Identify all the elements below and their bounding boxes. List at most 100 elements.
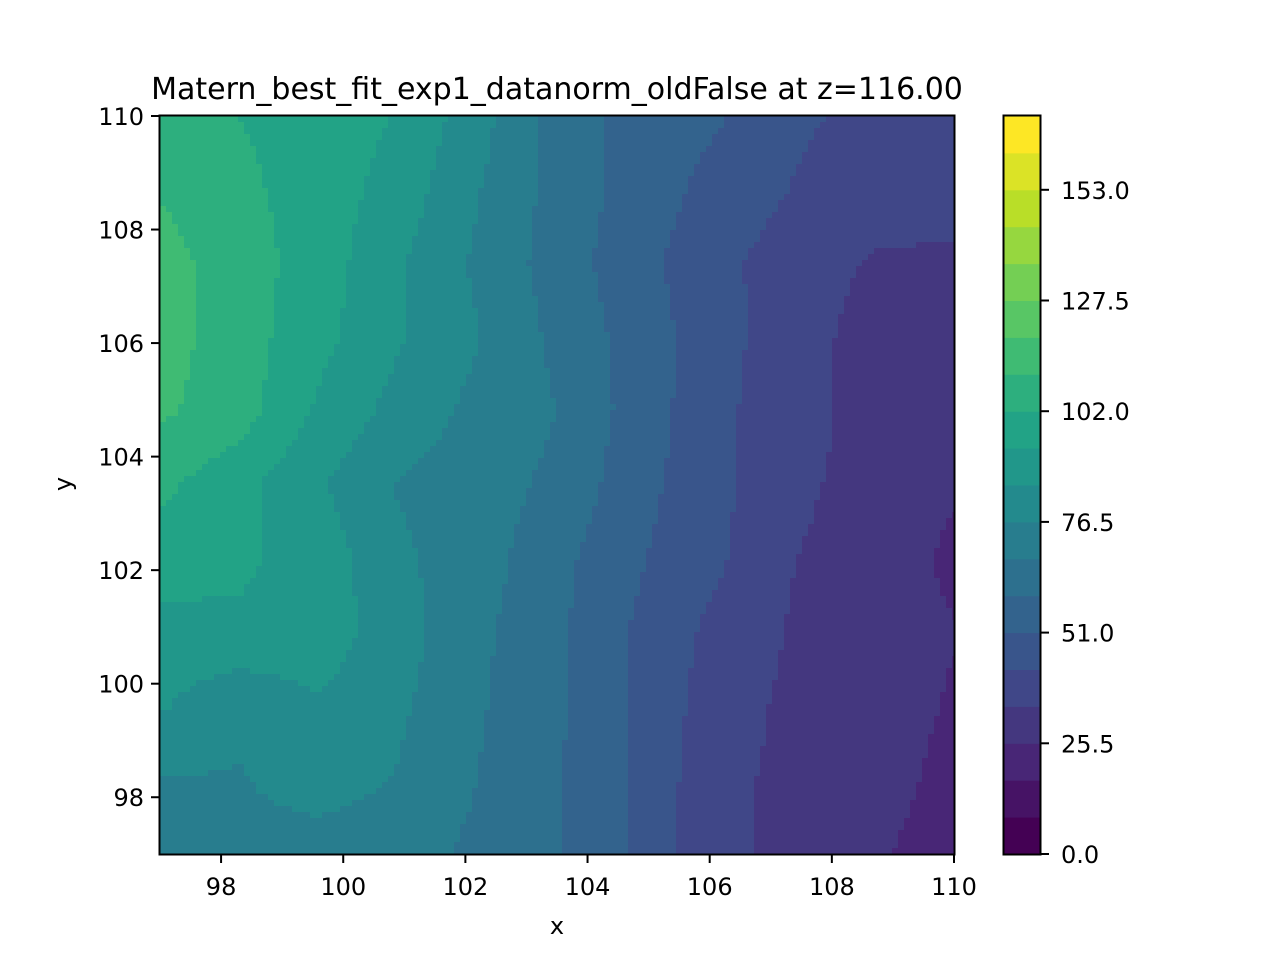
contour-band-cell (640, 584, 719, 591)
contour-band-cell (418, 230, 473, 237)
contour-band-cell (928, 752, 955, 759)
contour-band-cell (490, 146, 539, 153)
contour-band-cell (268, 338, 341, 345)
contour-band-cell (598, 278, 665, 285)
contour-band-cell (430, 446, 545, 453)
contour-band-cell (514, 542, 581, 549)
contour-band-cell (406, 524, 515, 531)
contour-band-cell (682, 746, 761, 753)
contour-band-cell (850, 290, 955, 297)
contour-band-cell (604, 464, 665, 471)
contour-band-cell (190, 368, 269, 375)
contour-band-cell (682, 740, 767, 747)
contour-band-cell (160, 134, 251, 141)
contour-band-cell (676, 320, 749, 327)
contour-band-cell (160, 776, 251, 783)
contour-band-cell (418, 662, 491, 669)
contour-band-cell (538, 170, 605, 177)
contour-band-cell (160, 656, 347, 663)
contour-band-cell (262, 560, 353, 567)
contour-band-cell (904, 818, 955, 825)
contour-band-cell (766, 734, 929, 741)
contour-band-cell (688, 674, 779, 681)
colorbar-tick-label: 127.5 (1061, 288, 1130, 316)
contour-band-cell (346, 260, 407, 267)
contour-band-cell (196, 344, 269, 351)
contour-band-cell (598, 488, 665, 495)
contour-band-cell (196, 680, 299, 687)
contour-band-cell (160, 470, 197, 477)
contour-band-cell (160, 320, 197, 327)
contour-band-cell (844, 296, 955, 303)
contour-band-cell (274, 242, 353, 249)
contour-band-cell (196, 332, 275, 339)
contour-band-cell (892, 848, 955, 855)
contour-band-cell (832, 440, 955, 447)
contour-band-cell (418, 458, 539, 465)
contour-band-cell (532, 470, 605, 477)
contour-band-cell (478, 308, 539, 315)
contour-band-cell (628, 794, 677, 801)
contour-band-cell (796, 572, 935, 579)
contour-band-cell (256, 152, 377, 159)
contour-band-cell (562, 782, 629, 789)
contour-band-cell (424, 578, 509, 585)
contour-band-cell (274, 326, 341, 333)
contour-band-cell (160, 686, 191, 693)
contour-band-cell (280, 272, 347, 279)
contour-band-cell (256, 416, 305, 423)
contour-band-cell (838, 332, 955, 339)
contour-band-cell (412, 704, 491, 711)
contour-band-cell (418, 686, 491, 693)
contour-band-cell (370, 170, 431, 177)
contour-band-cell (364, 176, 431, 183)
contour-band-cell (604, 470, 665, 477)
contour-band-cell (160, 314, 197, 321)
contour-band-cell (640, 572, 725, 579)
contour-band-cell (478, 320, 539, 327)
contour-band-cell (598, 494, 659, 501)
contour-band-cell (628, 728, 683, 735)
contour-band-cell (916, 242, 955, 249)
contour-band-cell (610, 338, 677, 345)
contour-band-cell (610, 428, 671, 435)
contour-band-cell (946, 686, 955, 693)
contour-band-cell (196, 302, 275, 309)
contour-band-cell (898, 830, 955, 837)
contour-band-cell (676, 800, 755, 807)
contour-band-cell (646, 554, 731, 561)
contour-band-cell (160, 752, 401, 759)
contour-band-cell (568, 722, 629, 729)
contour-band-cell (790, 596, 947, 603)
contour-band-cell (400, 476, 533, 483)
contour-band-cell (424, 596, 503, 603)
contour-band-cell (280, 674, 335, 681)
colorbar-band (1004, 706, 1040, 744)
contour-band-cell (700, 158, 803, 165)
contour-band-cell (688, 182, 791, 189)
contour-band-cell (406, 470, 533, 477)
contour-band-cell (790, 608, 953, 615)
contour-band-cell (664, 272, 743, 279)
contour-band-cell (310, 404, 377, 411)
contour-band-cell (826, 452, 955, 459)
contour-band-cell (406, 272, 467, 279)
contour-band-cell (790, 188, 955, 195)
contour-band-cell (652, 524, 731, 531)
contour-band-cell (250, 578, 353, 585)
contour-band-cell (160, 842, 455, 849)
contour-band-cell (316, 386, 383, 393)
contour-band-cell (424, 620, 497, 627)
contour-band-cell (766, 224, 955, 231)
contour-band-cell (274, 236, 353, 243)
contour-band-cell (322, 380, 389, 387)
contour-band-cell (472, 230, 533, 237)
contour-band-cell (946, 680, 955, 687)
contour-band-cell (406, 254, 467, 261)
contour-band-cell (412, 530, 515, 537)
contour-band-cell (748, 284, 851, 291)
contour-band-cell (922, 764, 955, 771)
contour-band-cell (358, 620, 425, 627)
contour-band-cell (442, 128, 491, 135)
contour-band-cell (310, 686, 323, 693)
